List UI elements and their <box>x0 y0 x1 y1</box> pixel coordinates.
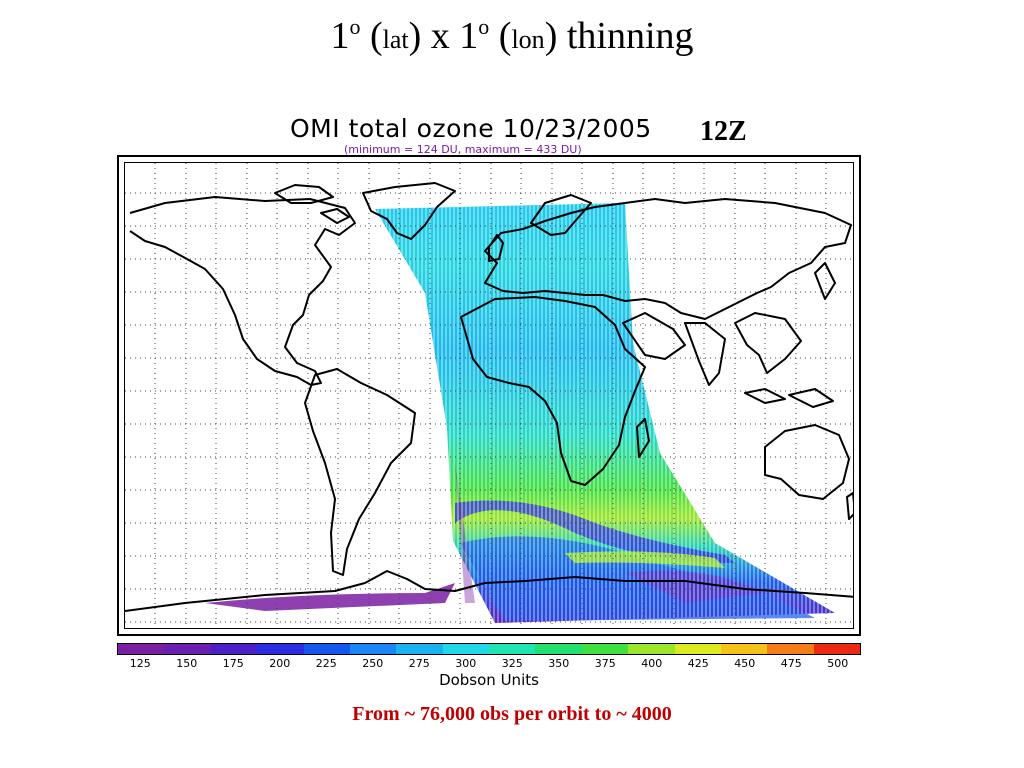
map-canvas <box>124 162 854 629</box>
color-scale-tick-label: 475 <box>780 657 802 670</box>
title-part: 1 <box>330 15 350 57</box>
title-part: ) x 1 <box>408 15 479 57</box>
map-frame <box>117 155 861 636</box>
color-scale-segment <box>767 644 814 654</box>
coastlines <box>125 182 853 612</box>
color-scale-tick-label: 400 <box>641 657 663 670</box>
color-scale-tick-label: 425 <box>687 657 709 670</box>
color-scale-tick-label: 325 <box>501 657 523 670</box>
title-part: ) thinning <box>544 15 694 57</box>
color-scale-tick-label: 500 <box>827 657 849 670</box>
color-scale-tick-label: 150 <box>176 657 198 670</box>
color-scale-bar <box>117 643 861 655</box>
graticule <box>125 163 853 628</box>
color-scale-segment <box>674 644 721 654</box>
map-subtitle: (minimum = 124 DU, maximum = 433 DU) <box>344 143 582 156</box>
color-scale-tick-label: 375 <box>594 657 616 670</box>
color-scale-tick-label: 175 <box>222 657 244 670</box>
color-scale-segment <box>118 644 165 654</box>
color-scale-segment <box>210 644 258 654</box>
map-title: OMI total ozone 10/23/2005 <box>290 114 652 143</box>
color-scale-segment <box>535 644 582 654</box>
color-scale-segment <box>720 644 768 654</box>
color-scale-segment <box>813 644 860 654</box>
color-scale-tick-label: 275 <box>408 657 430 670</box>
color-scale-segment <box>164 644 211 654</box>
color-scale-tick-label: 350 <box>548 657 570 670</box>
color-scale-tick-label: 300 <box>455 657 477 670</box>
color-scale-segment <box>349 644 397 654</box>
title-part: o <box>349 14 361 39</box>
slide-caption: From ~ 76,000 obs per orbit to ~ 4000 <box>352 703 672 725</box>
color-scale-segment <box>442 644 489 654</box>
ozone-swath <box>205 203 835 623</box>
title-part: ( <box>360 15 383 57</box>
title-part: lon <box>511 25 545 54</box>
color-scale-units: Dobson Units <box>439 671 539 689</box>
color-scale-tick-label: 125 <box>129 657 151 670</box>
color-scale-segment <box>257 644 304 654</box>
title-part: lat <box>382 25 409 54</box>
color-scale-tick-label: 200 <box>269 657 291 670</box>
time-label: 12Z <box>700 116 747 147</box>
color-scale-segment <box>489 644 536 654</box>
color-scale-tick-label: 450 <box>734 657 756 670</box>
color-scale-segment <box>581 644 629 654</box>
color-scale-ticks: 125 150 175 200 225 250 275 300 325 350 375 400 425 4… <box>117 657 861 671</box>
color-scale-segment <box>628 644 675 654</box>
color-scale-tick-label: 250 <box>362 657 384 670</box>
title-part: ( <box>489 15 512 57</box>
color-scale-segment <box>303 644 350 654</box>
color-scale-segment <box>396 644 443 654</box>
color-scale-tick-label: 225 <box>315 657 337 670</box>
title-part: o <box>478 14 490 39</box>
ozone-map-svg <box>125 163 853 628</box>
slide-title: 1o (lat) x 1o (lon) thinning <box>0 14 1024 58</box>
